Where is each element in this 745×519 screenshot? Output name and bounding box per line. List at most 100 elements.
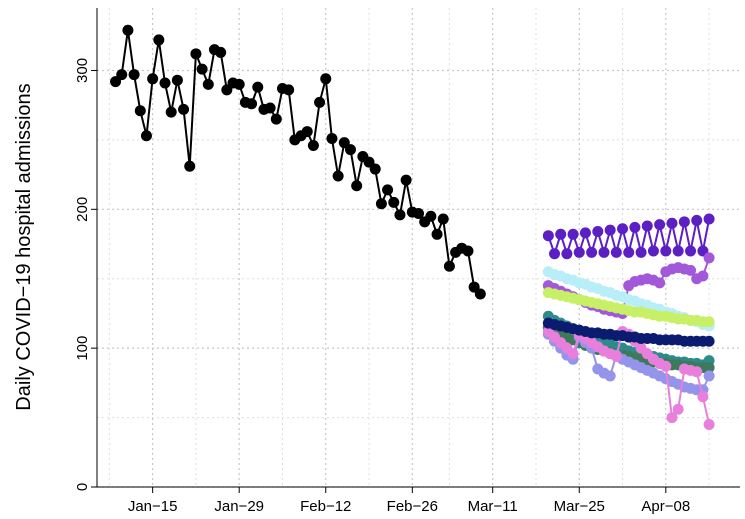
data-point — [660, 360, 672, 372]
data-point — [184, 160, 196, 172]
data-point — [122, 24, 134, 36]
data-point — [610, 246, 622, 258]
data-point — [443, 260, 455, 272]
data-point — [617, 223, 629, 235]
data-point — [178, 103, 190, 115]
data-point — [171, 74, 183, 86]
data-point — [215, 46, 227, 58]
data-point — [165, 106, 177, 118]
data-point — [147, 73, 159, 85]
data-point — [703, 316, 715, 328]
data-point — [375, 198, 387, 210]
data-point — [388, 196, 400, 208]
data-point — [610, 350, 622, 362]
data-point — [196, 63, 208, 75]
data-point — [567, 348, 579, 360]
y-tick-label: 100 — [74, 336, 91, 361]
data-point — [685, 245, 697, 257]
data-point — [425, 210, 437, 222]
data-point — [190, 48, 202, 60]
data-point — [202, 78, 214, 90]
data-point — [549, 248, 561, 260]
data-point — [153, 34, 165, 46]
data-point — [332, 170, 344, 182]
data-point — [369, 163, 381, 175]
x-tick-label: Apr−08 — [641, 498, 690, 515]
data-point — [678, 216, 690, 228]
y-axis-label: Daily COVID−19 hospital admissions — [13, 83, 35, 410]
y-tick-label: 200 — [74, 197, 91, 222]
data-point — [320, 73, 332, 85]
data-point — [672, 403, 684, 415]
data-point — [555, 228, 567, 240]
data-point — [666, 217, 678, 229]
data-point — [431, 228, 443, 240]
data-point — [703, 213, 715, 225]
series-line — [114, 30, 482, 295]
y-tick-label: 0 — [74, 483, 91, 491]
data-point — [301, 126, 313, 138]
data-point — [592, 226, 604, 238]
data-point — [394, 209, 406, 221]
data-point — [697, 391, 709, 403]
x-tick-label: Mar−11 — [468, 498, 518, 515]
data-point — [437, 213, 449, 225]
data-point — [641, 220, 653, 232]
data-point — [326, 133, 338, 145]
x-tick-label: Jan−29 — [214, 498, 264, 515]
data-point — [307, 139, 319, 151]
data-point — [561, 248, 573, 260]
data-point — [400, 174, 412, 186]
x-tick-label: Feb−26 — [387, 498, 438, 515]
data-point — [351, 180, 363, 192]
data-point — [140, 130, 152, 142]
data-point — [233, 78, 245, 90]
data-point — [270, 113, 282, 125]
data-point — [604, 370, 616, 382]
data-point — [660, 245, 672, 257]
data-point — [159, 77, 171, 89]
data-point — [666, 412, 678, 424]
data-point — [598, 246, 610, 258]
data-point — [314, 96, 326, 108]
data-point — [413, 207, 424, 219]
data-point — [672, 245, 684, 257]
data-point — [474, 288, 486, 300]
data-point — [697, 270, 709, 282]
y-tick-label: 300 — [74, 58, 91, 83]
data-point — [264, 102, 276, 114]
data-point — [283, 84, 295, 96]
data-point — [604, 224, 616, 236]
data-point — [586, 246, 598, 258]
x-tick-label: Mar−25 — [554, 498, 605, 515]
data-point — [344, 144, 356, 156]
data-point — [703, 252, 715, 264]
data-point — [654, 219, 666, 231]
data-point — [703, 419, 715, 431]
data-point — [703, 335, 715, 347]
x-tick-label: Jan−15 — [128, 498, 178, 515]
data-point — [654, 277, 666, 289]
data-point — [635, 246, 647, 258]
data-point — [579, 227, 591, 239]
data-point — [252, 81, 264, 93]
data-point — [134, 105, 146, 117]
x-tick-label: Feb−12 — [300, 498, 351, 515]
data-point — [691, 214, 703, 226]
data-point — [573, 246, 585, 258]
data-point — [542, 230, 554, 242]
data-point — [567, 228, 579, 240]
data-point — [629, 221, 641, 233]
data-point — [691, 366, 703, 378]
data-point — [246, 98, 258, 110]
data-point — [685, 264, 697, 276]
data-point — [703, 362, 715, 374]
data-point — [116, 69, 128, 81]
data-point — [128, 69, 140, 81]
data-point — [647, 245, 659, 257]
data-point — [623, 246, 635, 258]
data-point — [382, 184, 394, 196]
data-point — [703, 370, 715, 382]
data-point — [462, 245, 474, 257]
